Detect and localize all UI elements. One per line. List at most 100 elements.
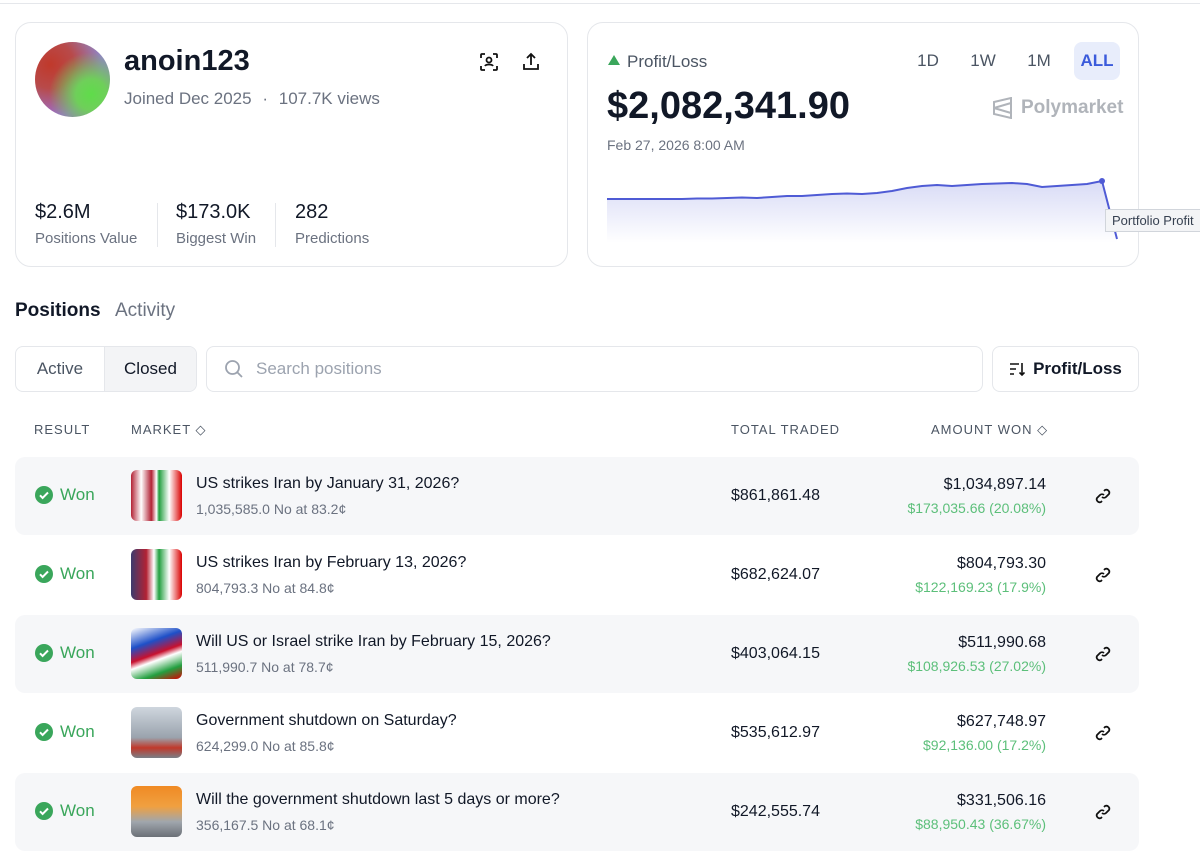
result-label: Won bbox=[60, 801, 95, 820]
share-button[interactable] bbox=[520, 51, 542, 73]
tab[interactable]: Positions bbox=[15, 300, 101, 321]
stat-label: Positions Value bbox=[35, 230, 138, 247]
market-detail: 511,990.7 No at 78.7¢ bbox=[196, 659, 334, 675]
column-header[interactable]: AMOUNT WON ◇ bbox=[931, 422, 1049, 437]
position-row[interactable]: Won Will the government shutdown last 5 d… bbox=[15, 773, 1139, 851]
search-placeholder: Search positions bbox=[256, 359, 382, 378]
pnl-date: Feb 27, 2026 8:00 AM bbox=[607, 137, 745, 153]
search-box[interactable]: Search positions bbox=[206, 346, 983, 392]
range-button[interactable]: 1D bbox=[917, 51, 939, 70]
market-thumbnail bbox=[131, 786, 182, 837]
market-title[interactable]: US strikes Iran by January 31, 2026? bbox=[196, 475, 460, 492]
brand-logo bbox=[993, 97, 1012, 119]
total-traded: $403,064.15 bbox=[731, 645, 820, 662]
total-traded: $861,861.48 bbox=[731, 487, 820, 504]
total-traded: $682,624.07 bbox=[731, 566, 820, 583]
scan-button[interactable] bbox=[478, 51, 500, 73]
market-title[interactable]: Will US or Israel strike Iran by Februar… bbox=[196, 633, 551, 650]
column-header: RESULT bbox=[34, 422, 91, 437]
stat-value: $173.0K bbox=[176, 201, 251, 223]
profit: $108,926.53 (27.02%) bbox=[907, 658, 1046, 674]
market-thumbnail bbox=[131, 470, 182, 521]
joined: Joined Dec 2025 bbox=[124, 89, 252, 108]
link-button[interactable] bbox=[1095, 646, 1111, 662]
market-thumbnail bbox=[131, 628, 182, 679]
check-icon bbox=[35, 644, 53, 662]
username: anoin123 bbox=[124, 45, 250, 77]
sort-button[interactable]: Profit/Loss bbox=[992, 346, 1139, 392]
market-detail: 1,035,585.0 No at 83.2¢ bbox=[196, 501, 347, 517]
position-row[interactable]: Won US strikes Iran by February 13, 2026?… bbox=[15, 536, 1139, 614]
profit: $173,035.66 (20.08%) bbox=[907, 500, 1046, 516]
divider bbox=[275, 203, 276, 247]
separator: · bbox=[262, 89, 268, 108]
stat-value: $2.6M bbox=[35, 201, 91, 223]
divider bbox=[157, 203, 158, 247]
pnl-chart bbox=[607, 178, 1118, 243]
market-detail: 624,299.0 No at 85.8¢ bbox=[196, 738, 335, 754]
profile-meta: Joined Dec 2025 · 107.7K views bbox=[124, 89, 380, 109]
views: 107.7K views bbox=[278, 89, 380, 108]
top-divider bbox=[0, 3, 1200, 4]
amount-won: $331,506.16 bbox=[957, 792, 1046, 809]
check-icon bbox=[35, 565, 53, 583]
check-icon bbox=[35, 723, 53, 741]
filter-button[interactable]: Active bbox=[36, 359, 84, 378]
market-detail: 356,167.5 No at 68.1¢ bbox=[196, 817, 335, 833]
chart-area bbox=[607, 181, 1117, 243]
range-button[interactable]: 1W bbox=[970, 51, 996, 70]
brand: Polymarket bbox=[1021, 97, 1124, 118]
total-traded: $242,555.74 bbox=[731, 803, 820, 820]
link-button[interactable] bbox=[1095, 567, 1111, 583]
position-row[interactable]: Won Will US or Israel strike Iran by Febr… bbox=[15, 615, 1139, 693]
check-icon bbox=[35, 802, 53, 820]
stat-label: Predictions bbox=[295, 230, 370, 247]
position-row[interactable]: Won US strikes Iran by January 31, 2026? 1… bbox=[15, 457, 1139, 535]
tab[interactable]: Activity bbox=[115, 300, 176, 321]
filter-button[interactable]: Closed bbox=[104, 347, 196, 391]
stat-value: 282 bbox=[295, 201, 329, 223]
result: Won bbox=[35, 801, 95, 821]
link-button[interactable] bbox=[1095, 725, 1111, 741]
sort-icon bbox=[1010, 363, 1026, 376]
market-title[interactable]: US strikes Iran by February 13, 2026? bbox=[196, 554, 467, 571]
market-title[interactable]: Will the government shutdown last 5 days… bbox=[196, 791, 560, 808]
link-button[interactable] bbox=[1095, 804, 1111, 820]
header-text: MARKET bbox=[131, 422, 191, 437]
range-button[interactable]: 1M bbox=[1027, 51, 1051, 70]
result-label: Won bbox=[60, 485, 95, 504]
column-header[interactable]: MARKET ◇ bbox=[131, 422, 207, 437]
amount-won: $627,748.97 bbox=[957, 713, 1046, 730]
result: Won bbox=[35, 722, 95, 742]
result: Won bbox=[35, 643, 95, 663]
market-title[interactable]: Government shutdown on Saturday? bbox=[196, 712, 457, 729]
result: Won bbox=[35, 564, 95, 584]
hover-dot bbox=[1099, 178, 1105, 184]
profit: $88,950.43 (36.67%) bbox=[915, 816, 1046, 832]
column-header: TOTAL TRADED bbox=[731, 422, 841, 437]
up-arrow bbox=[608, 55, 620, 65]
position-row[interactable]: Won Government shutdown on Saturday? 624,2… bbox=[15, 694, 1139, 772]
amount-won: $1,034,897.14 bbox=[943, 476, 1046, 493]
result-label: Won bbox=[60, 722, 95, 741]
sort-label: Profit/Loss bbox=[1033, 359, 1122, 378]
amount-won: $511,990.68 bbox=[958, 634, 1046, 651]
result-label: Won bbox=[60, 564, 95, 583]
amount-won: $804,793.30 bbox=[957, 555, 1046, 572]
result-label: Won bbox=[60, 643, 95, 662]
link-button[interactable] bbox=[1095, 488, 1111, 504]
profile-card: anoin123 Joined Dec 2025 · 107.7K views … bbox=[15, 22, 568, 267]
header-text: AMOUNT WON bbox=[931, 422, 1033, 437]
chart-tooltip: Portfolio Profit bbox=[1105, 209, 1200, 232]
search-icon bbox=[225, 360, 243, 378]
market-detail: 804,793.3 No at 84.8¢ bbox=[196, 580, 335, 596]
check-icon bbox=[35, 486, 53, 504]
range-button[interactable]: ALL bbox=[1074, 42, 1120, 80]
pnl-card: Profit/Loss 1D 1W 1M ALL $2,082,341.90 Poly… bbox=[587, 22, 1200, 267]
filter-group: Active Closed bbox=[15, 346, 197, 392]
profit: $92,136.00 (17.2%) bbox=[923, 737, 1046, 753]
chart-line bbox=[607, 179, 1118, 240]
stat-label: Biggest Win bbox=[176, 230, 257, 247]
result: Won bbox=[35, 485, 95, 505]
